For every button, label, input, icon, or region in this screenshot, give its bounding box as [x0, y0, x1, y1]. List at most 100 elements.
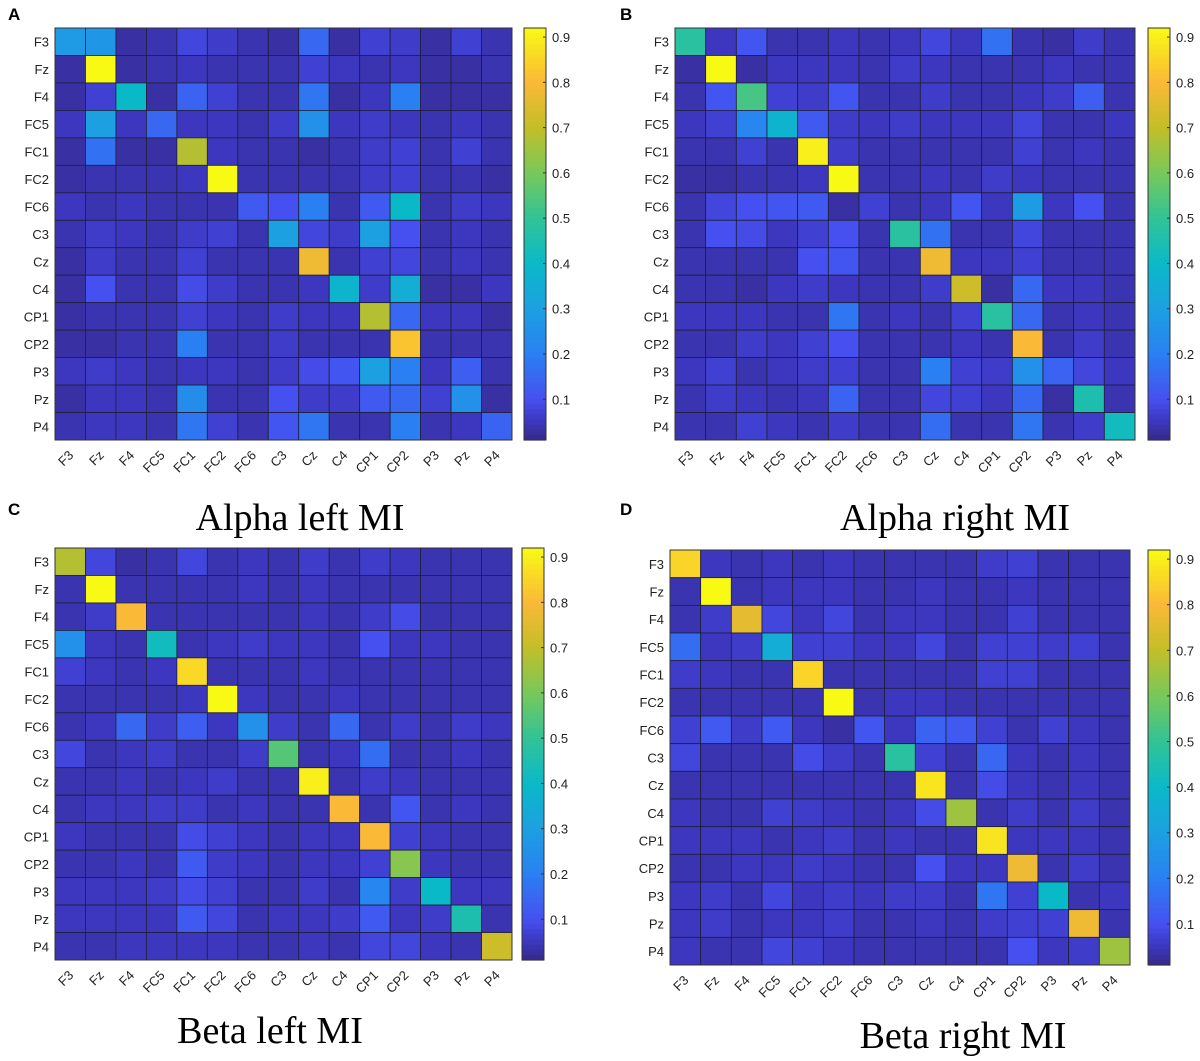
cell-F4-C4 — [950, 82, 983, 111]
cell-FC1-FC6 — [237, 657, 269, 686]
colorbar-segment — [1148, 249, 1170, 256]
x-tick-label: FC1 — [786, 973, 814, 1001]
cell-P3-P4 — [1098, 881, 1131, 911]
colorbar-segment — [524, 331, 546, 338]
cell-FC2-FC5 — [766, 164, 799, 194]
colorbar-segment — [1148, 403, 1170, 410]
colorbar-segment — [522, 790, 544, 796]
cell-F3-F3 — [54, 547, 86, 576]
cell-P3-FC6 — [853, 881, 886, 911]
colorbar-segment — [1148, 141, 1170, 148]
cell-C4-FC5 — [761, 798, 794, 828]
colorbar-segment — [524, 74, 546, 81]
cell-FC2-C3 — [884, 687, 916, 717]
cell-FC2-Cz — [919, 164, 952, 194]
cell-CP2-Pz — [1073, 329, 1105, 358]
cell-P4-P4 — [1098, 936, 1131, 966]
cell-FC2-P4 — [1103, 164, 1136, 194]
colorbar — [1147, 27, 1171, 441]
cell-CP2-FC5 — [761, 853, 794, 883]
colorbar-segment — [522, 748, 544, 755]
cell-P4-FC6 — [237, 412, 269, 441]
cell-CP2-CP2 — [389, 329, 421, 358]
cell-Fz-Fz — [700, 577, 732, 606]
cell-C3-C3 — [889, 219, 921, 249]
cell-FC1-P3 — [1037, 660, 1070, 689]
colorbar-segment — [524, 285, 546, 292]
cell-CP1-C3 — [889, 302, 921, 331]
colorbar-segment — [524, 337, 546, 343]
cell-FC1-FC5 — [145, 657, 178, 686]
cell-C4-FC5 — [766, 274, 799, 304]
colorbar-segment — [524, 120, 546, 127]
cell-Fz-C3 — [889, 55, 921, 84]
cell-Fz-FC1 — [176, 55, 208, 84]
colorbar-segment — [1148, 928, 1170, 935]
colorbar-segment — [1148, 581, 1170, 587]
cell-Pz-FC1 — [797, 384, 829, 413]
cell-C3-F3 — [54, 219, 86, 249]
cell-FC2-FC5 — [145, 684, 178, 714]
cell-P3-P3 — [420, 877, 452, 906]
cell-CP1-FC6 — [237, 822, 269, 851]
cell-FC1-Cz — [914, 660, 947, 689]
cell-C4-C4 — [328, 274, 361, 304]
colorbar-segment — [1148, 197, 1170, 204]
colorbar-segment — [522, 630, 544, 637]
colorbar-tick-label: 0.7 — [1176, 121, 1194, 136]
cell-C3-C3 — [267, 219, 300, 249]
cell-C3-C4 — [328, 219, 361, 249]
cell-Cz-FC6 — [853, 770, 886, 800]
cell-FC2-P3 — [1042, 164, 1075, 194]
cell-P3-FC1 — [176, 877, 208, 906]
cell-C3-C4 — [328, 739, 361, 769]
cell-Pz-C3 — [267, 904, 300, 933]
cell-C4-C4 — [950, 274, 983, 304]
colorbar-segment — [1148, 326, 1170, 333]
cell-FC6-F4 — [735, 192, 768, 221]
cell-Cz-Pz — [450, 247, 482, 276]
colorbar-segment — [1148, 684, 1170, 691]
cell-P3-F3 — [669, 881, 702, 911]
colorbar-segment — [1148, 721, 1170, 727]
cell-C4-Pz — [450, 794, 482, 824]
cell-CP2-FC6 — [853, 853, 886, 883]
cell-FC6-P4 — [1103, 192, 1136, 221]
colorbar-segment — [522, 645, 544, 652]
cell-CP1-FC5 — [766, 302, 799, 331]
x-tick-label: FC1 — [791, 448, 819, 476]
cell-F3-FC5 — [766, 27, 799, 56]
cell-Cz-FC6 — [237, 767, 269, 796]
colorbar-tick-label: 0.4 — [1176, 256, 1194, 271]
cell-Cz-C3 — [884, 770, 916, 800]
colorbar-segment — [1148, 679, 1170, 686]
cell-C4-FC2 — [206, 274, 239, 304]
cell-CP2-Cz — [298, 849, 330, 879]
colorbar-segment — [522, 723, 544, 729]
cell-F3-FC6 — [853, 549, 886, 579]
cell-CP1-FC1 — [176, 822, 208, 851]
x-tick-label: FC2 — [817, 973, 845, 1001]
cell-F3-Fz — [85, 547, 117, 576]
cell-Cz-P4 — [481, 767, 513, 796]
cell-Fz-F4 — [115, 55, 147, 84]
colorbar-segment — [522, 604, 544, 611]
cell-Pz-FC2 — [827, 384, 860, 413]
cell-P3-Pz — [450, 877, 482, 906]
colorbar-segment — [522, 908, 544, 915]
colorbar-tick-label: 0.3 — [552, 302, 570, 317]
cell-FC1-Fz — [700, 660, 732, 689]
colorbar-segment — [1148, 752, 1170, 759]
cell-F3-F4 — [115, 547, 147, 576]
colorbar-segment — [524, 362, 546, 369]
cell-CP2-FC5 — [766, 329, 799, 358]
cell-P3-FC1 — [797, 357, 829, 386]
cell-Fz-F3 — [54, 575, 86, 604]
colorbar-segment — [1148, 664, 1170, 670]
cell-P4-CP2 — [389, 412, 421, 441]
colorbar-segment — [524, 156, 546, 163]
cell-Cz-Pz — [450, 767, 482, 796]
cell-CP1-Cz — [298, 822, 330, 851]
cell-Cz-CP2 — [389, 247, 421, 276]
y-tick-label: C4 — [32, 282, 49, 297]
